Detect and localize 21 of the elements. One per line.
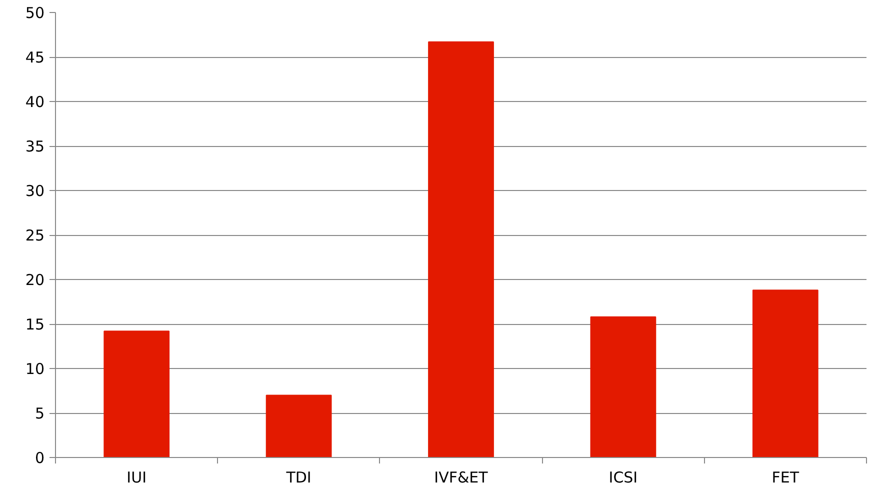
x-tick-label: IUI — [126, 468, 147, 486]
y-tick-label: 30 — [25, 182, 45, 200]
bar — [590, 316, 656, 458]
bar — [428, 41, 494, 458]
y-tick-label: 40 — [25, 93, 45, 111]
x-tick-label: ICSI — [608, 468, 638, 486]
y-tick-label: 5 — [34, 404, 45, 422]
y-tick-label: 0 — [34, 449, 45, 467]
y-tick-label: 35 — [25, 138, 45, 156]
y-tick-label: 10 — [25, 360, 45, 378]
y-tick-label: 25 — [25, 226, 45, 244]
y-tick-label: 15 — [25, 316, 45, 334]
x-tick-label: FET — [772, 468, 800, 486]
y-tick-label: 20 — [25, 271, 45, 289]
x-tick-label: TDI — [285, 468, 312, 486]
bar — [752, 290, 818, 458]
y-tick-label: 45 — [25, 48, 45, 66]
bar — [266, 394, 332, 458]
x-tick-label: IVF&ET — [434, 468, 489, 486]
y-tick-label: 50 — [25, 4, 45, 22]
bar — [104, 330, 170, 458]
